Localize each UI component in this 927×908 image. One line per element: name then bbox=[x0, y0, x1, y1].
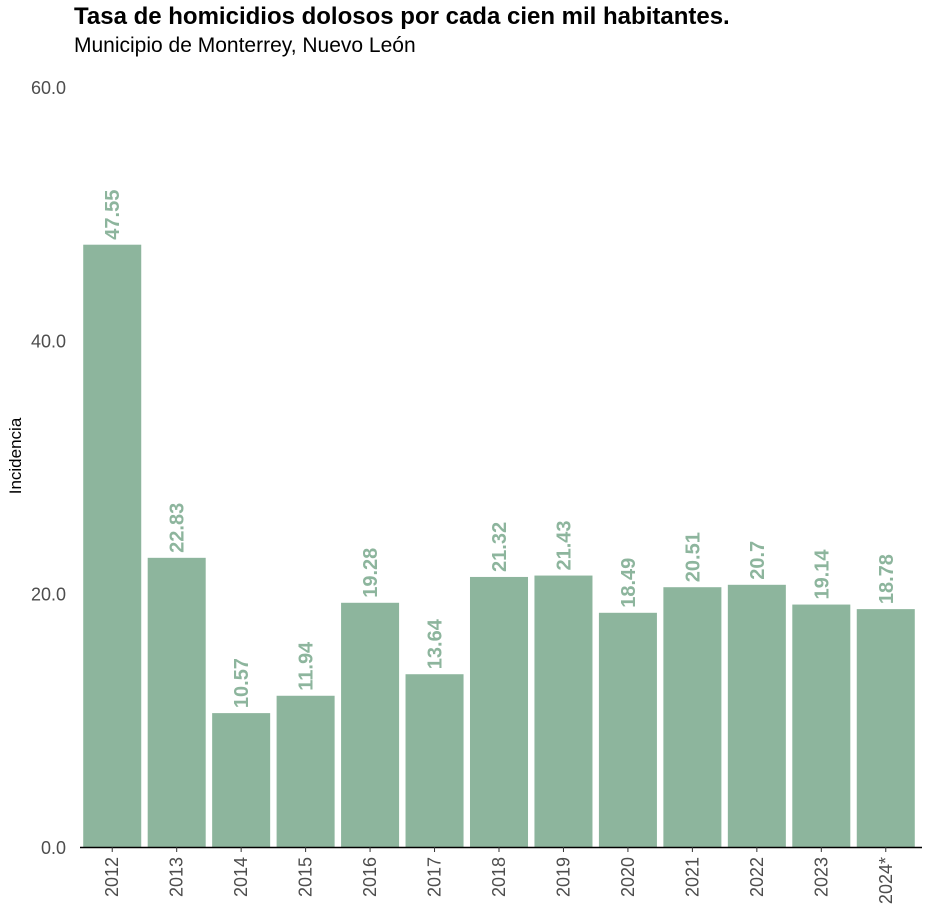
data-label: 18.49 bbox=[618, 558, 640, 608]
data-label: 20.51 bbox=[682, 532, 704, 582]
bar bbox=[469, 576, 529, 847]
data-label: 19.28 bbox=[360, 548, 382, 598]
bar bbox=[147, 557, 206, 847]
chart-title: Tasa de homicidios dolosos por cada cien… bbox=[74, 3, 730, 30]
y-tick-label: 40.0 bbox=[31, 331, 66, 351]
bar bbox=[534, 575, 593, 847]
data-label: 19.14 bbox=[811, 549, 833, 600]
bars-group bbox=[83, 244, 915, 847]
data-labels-group: 47.55 22.83 10.57 11.94 19.28 13.64 21.32 21.43… bbox=[102, 190, 898, 708]
x-tick-label: 2015 bbox=[296, 857, 316, 897]
x-tick-label: 2021 bbox=[682, 857, 702, 897]
x-tick-label: 2019 bbox=[553, 857, 573, 897]
y-axis-label: Incidencia bbox=[6, 417, 25, 494]
y-tick-label: 20.0 bbox=[31, 585, 66, 605]
y-tick-label: 60.0 bbox=[31, 78, 66, 98]
x-tick-label: 2014 bbox=[231, 857, 251, 897]
x-tick-label: 2020 bbox=[618, 857, 638, 897]
y-axis: 0.0 20.0 40.0 60.0 bbox=[31, 78, 66, 858]
data-label: 11.94 bbox=[296, 641, 318, 691]
data-label: 21.32 bbox=[489, 522, 511, 572]
x-tick-label: 2023 bbox=[811, 857, 831, 897]
bar bbox=[598, 612, 657, 847]
bar bbox=[341, 602, 400, 847]
data-label: 18.78 bbox=[876, 554, 898, 604]
x-tick-label: 2022 bbox=[747, 857, 767, 897]
x-tick-label: 2024* bbox=[876, 857, 896, 904]
data-label: 20.7 bbox=[747, 541, 769, 580]
data-label: 47.55 bbox=[102, 190, 124, 240]
bar bbox=[792, 604, 851, 847]
bar bbox=[405, 674, 464, 847]
data-label: 22.83 bbox=[167, 503, 189, 553]
data-label: 10.57 bbox=[231, 658, 253, 708]
bar bbox=[83, 244, 142, 847]
x-tick-label: 2013 bbox=[167, 857, 187, 897]
x-tick-label: 2016 bbox=[360, 857, 380, 897]
bar bbox=[212, 713, 271, 847]
data-label: 13.64 bbox=[425, 618, 447, 669]
bar bbox=[276, 695, 335, 847]
bar bbox=[663, 587, 722, 847]
bar bbox=[856, 609, 915, 847]
x-axis: 2012 2013 2014 2015 2016 2017 2018 2019 2020 2021… bbox=[102, 847, 896, 904]
data-label: 21.43 bbox=[553, 520, 575, 570]
bar bbox=[727, 584, 786, 847]
y-tick-label: 0.0 bbox=[41, 838, 66, 858]
chart-subtitle: Municipio de Monterrey, Nuevo León bbox=[74, 34, 416, 57]
x-tick-label: 2012 bbox=[102, 857, 122, 897]
x-tick-label: 2017 bbox=[425, 857, 445, 897]
x-tick-label: 2018 bbox=[489, 857, 509, 897]
